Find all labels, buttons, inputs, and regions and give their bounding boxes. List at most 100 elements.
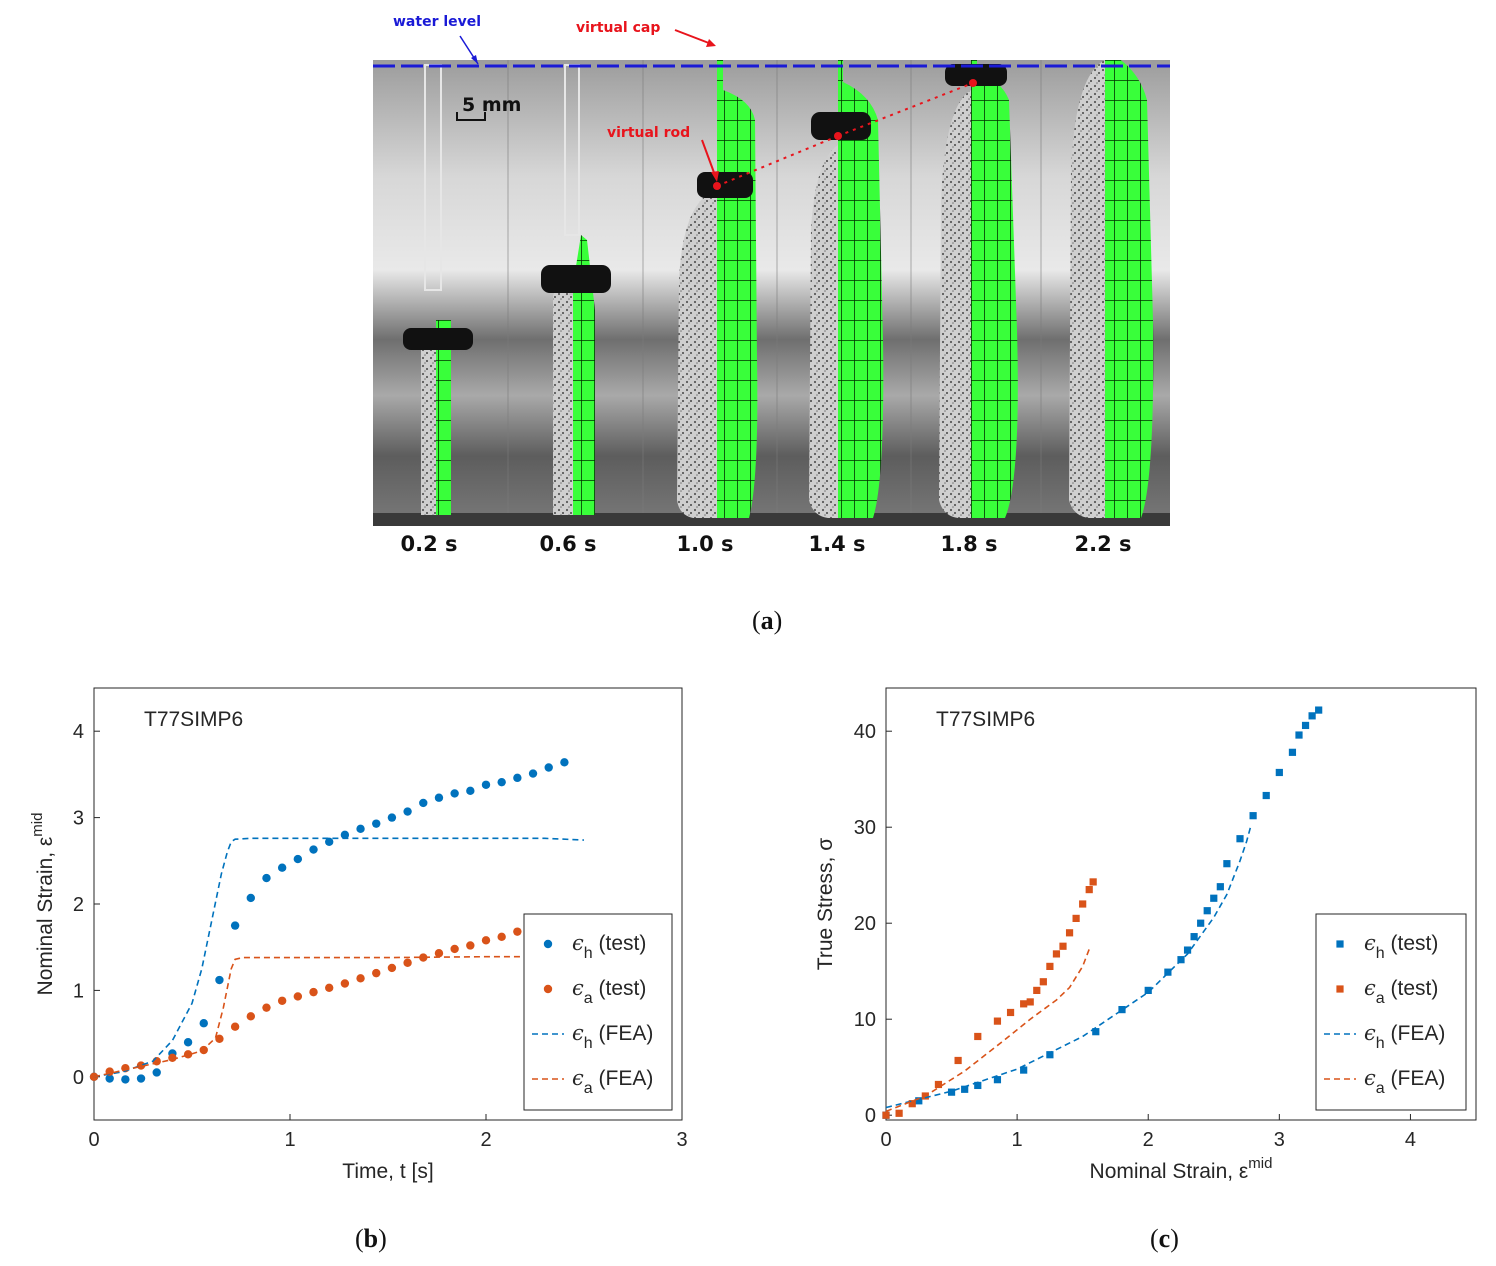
data-point [199, 1019, 208, 1028]
time-label-0: 0.2 s [400, 532, 458, 556]
data-point [152, 1068, 161, 1077]
y-axis-label: True Stress, σ [814, 838, 837, 970]
series-3 [93, 955, 584, 1078]
data-point [974, 1032, 982, 1041]
series-line [93, 837, 585, 1078]
data-point [262, 1003, 271, 1012]
series-line [885, 826, 1252, 1109]
data-point [1223, 860, 1231, 868]
scale-bar-label: 5 mm [462, 94, 522, 116]
caption-c: (c) [1150, 1224, 1179, 1253]
data-point [1301, 721, 1310, 730]
data-point [1059, 942, 1067, 950]
legend: ϵh (test) ϵa (test) ϵh (FEA) ϵa (FEA) [523, 913, 673, 1111]
data-point [544, 763, 553, 772]
x-tick-label: 4 [1405, 1129, 1416, 1151]
data-point [325, 837, 334, 846]
y-tick-label: 1 [73, 980, 84, 1002]
strain-vs-time-chart: ϵh (test) ϵa (test) ϵh (FEA) ϵa (FEA) 0 1 2 3 0 1… [30, 687, 688, 1183]
series-3 [885, 948, 1090, 1113]
data-point [1079, 900, 1087, 908]
x-tick-label: 2 [480, 1129, 491, 1151]
legend-marker [1336, 940, 1344, 948]
data-point [1190, 933, 1198, 941]
data-point [1164, 968, 1172, 976]
data-point [1052, 950, 1061, 958]
data-point [1249, 812, 1257, 820]
data-point [387, 813, 397, 822]
data-point [293, 854, 303, 864]
x-tick-label: 3 [1274, 1129, 1285, 1151]
legend-marker [543, 939, 553, 949]
data-point [403, 807, 412, 816]
data-point [1085, 886, 1093, 894]
legend: ϵh (test) ϵa (test) ϵh (FEA) ϵa (FEA) [1315, 913, 1467, 1111]
x-tick-label: 3 [676, 1129, 687, 1151]
data-point [895, 1109, 903, 1117]
frame-2.2s [1069, 60, 1154, 518]
legend-label: ϵa (FEA) [1364, 1066, 1445, 1097]
y-tick-label: 0 [73, 1067, 84, 1089]
x-axis-label: Time, t [s] [342, 1160, 433, 1183]
data-point [340, 979, 350, 988]
time-label-5: 2.2 s [1074, 532, 1132, 556]
data-point [419, 953, 428, 962]
data-point [1033, 986, 1041, 994]
legend-marker [543, 984, 553, 994]
x-tick-label: 0 [880, 1129, 891, 1151]
series-0 [882, 706, 1323, 1119]
data-point [934, 1080, 943, 1089]
y-tick-label: 0 [865, 1105, 876, 1127]
data-point [466, 786, 475, 796]
legend-label: ϵh (test) [1364, 931, 1438, 962]
data-point [1262, 791, 1270, 800]
y-tick-label: 2 [73, 894, 84, 916]
caption-b: (b) [355, 1224, 387, 1253]
data-point [356, 974, 365, 983]
x-axis-label: Nominal Strain, εmid [1090, 1155, 1273, 1183]
x-tick-label: 1 [1012, 1129, 1023, 1151]
data-point [262, 873, 271, 883]
virtual-cap-label: virtual cap [576, 20, 661, 36]
data-point [882, 1111, 890, 1119]
x-tick-label: 0 [88, 1129, 99, 1151]
data-point [246, 893, 255, 903]
data-point [915, 1097, 923, 1105]
data-point [168, 1053, 177, 1062]
virtual-rod-path [713, 79, 977, 190]
data-point [340, 830, 350, 840]
data-point [481, 936, 491, 945]
data-point [1046, 962, 1054, 970]
legend-label: ϵa (test) [1364, 976, 1438, 1007]
time-label-1: 0.6 s [539, 532, 597, 556]
y-tick-label: 20 [854, 913, 876, 935]
x-tick-label: 1 [284, 1129, 295, 1151]
chart-title: T77SIMP6 [936, 708, 1035, 731]
data-point [136, 1074, 146, 1083]
frame-0.6s [541, 64, 611, 515]
data-point [215, 1034, 224, 1043]
data-point [387, 963, 397, 973]
frame-1.4s [809, 60, 884, 518]
data-point [1092, 1028, 1100, 1036]
data-point [183, 1050, 193, 1059]
data-point [293, 992, 303, 1001]
data-point [434, 793, 444, 802]
data-point [497, 777, 506, 787]
data-point [230, 1022, 240, 1031]
time-label-4: 1.8 s [940, 532, 998, 556]
legend-label: ϵh (test) [572, 931, 646, 962]
data-point [325, 983, 334, 993]
data-point [277, 996, 287, 1005]
data-point [954, 1056, 962, 1065]
data-point [105, 1074, 114, 1083]
legend-label: ϵa (test) [572, 976, 646, 1007]
data-point [230, 921, 240, 930]
data-point [1197, 919, 1205, 927]
data-point [403, 958, 412, 967]
series-line [885, 948, 1090, 1113]
data-point [1046, 1051, 1054, 1059]
data-point [1236, 835, 1244, 843]
data-point [434, 949, 444, 958]
series-2 [93, 837, 585, 1078]
